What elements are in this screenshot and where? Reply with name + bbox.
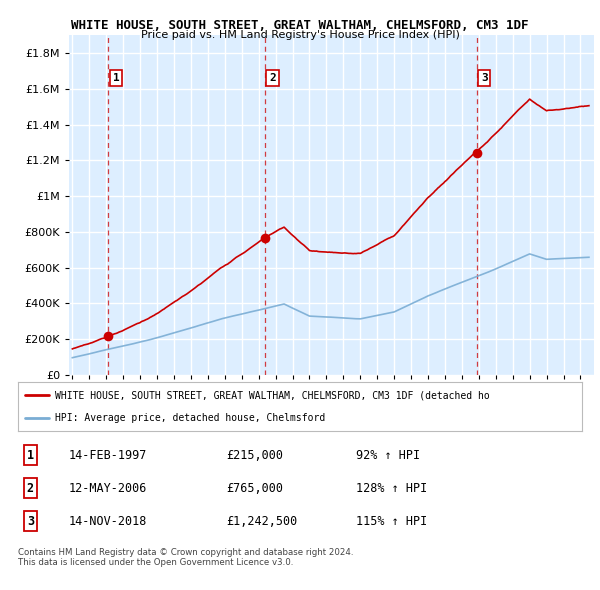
- Text: 1: 1: [113, 73, 119, 83]
- Text: £765,000: £765,000: [227, 481, 284, 495]
- Text: Contains HM Land Registry data © Crown copyright and database right 2024.: Contains HM Land Registry data © Crown c…: [18, 548, 353, 556]
- Text: 12-MAY-2006: 12-MAY-2006: [69, 481, 147, 495]
- Text: Price paid vs. HM Land Registry's House Price Index (HPI): Price paid vs. HM Land Registry's House …: [140, 30, 460, 40]
- Text: 3: 3: [481, 73, 488, 83]
- Text: 92% ↑ HPI: 92% ↑ HPI: [356, 448, 421, 462]
- Text: 2: 2: [27, 481, 34, 495]
- Text: HPI: Average price, detached house, Chelmsford: HPI: Average price, detached house, Chel…: [55, 412, 325, 422]
- Text: This data is licensed under the Open Government Licence v3.0.: This data is licensed under the Open Gov…: [18, 558, 293, 567]
- Text: 14-NOV-2018: 14-NOV-2018: [69, 514, 147, 528]
- Text: 2: 2: [269, 73, 276, 83]
- Text: 1: 1: [27, 448, 34, 462]
- Text: £1,242,500: £1,242,500: [227, 514, 298, 528]
- Text: 14-FEB-1997: 14-FEB-1997: [69, 448, 147, 462]
- Text: WHITE HOUSE, SOUTH STREET, GREAT WALTHAM, CHELMSFORD, CM3 1DF (detached ho: WHITE HOUSE, SOUTH STREET, GREAT WALTHAM…: [55, 391, 490, 401]
- Text: 128% ↑ HPI: 128% ↑ HPI: [356, 481, 428, 495]
- Text: 3: 3: [27, 514, 34, 528]
- Text: £215,000: £215,000: [227, 448, 284, 462]
- Text: 115% ↑ HPI: 115% ↑ HPI: [356, 514, 428, 528]
- Text: WHITE HOUSE, SOUTH STREET, GREAT WALTHAM, CHELMSFORD, CM3 1DF: WHITE HOUSE, SOUTH STREET, GREAT WALTHAM…: [71, 19, 529, 32]
